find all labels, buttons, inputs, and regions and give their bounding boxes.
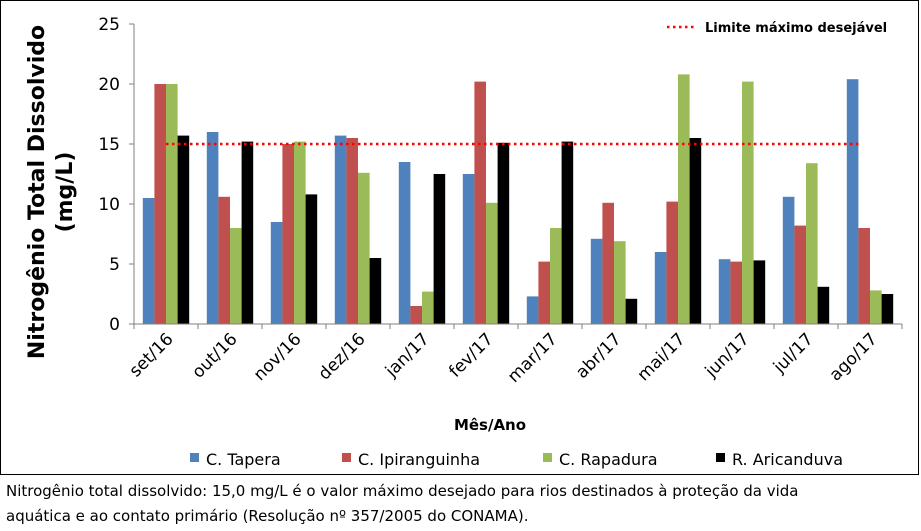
bar-c-tapera-5 — [462, 174, 475, 324]
x-tick-label: nov/16 — [250, 329, 306, 385]
x-tick-label: out/16 — [188, 329, 241, 382]
bar-r-aricanduva-8 — [689, 138, 702, 324]
limit-legend: Limite máximo desejável — [667, 21, 887, 36]
bar-c-rapadura-8 — [678, 74, 690, 325]
bar-c-tapera-0 — [142, 198, 155, 324]
legend-swatch — [342, 453, 351, 462]
bar-c-ipiranguinha-10 — [794, 225, 806, 324]
bar-c-rapadura-6 — [550, 228, 562, 324]
x-axis-ticks: set/16 out/16 nov/16 dez/16 jan/17 fev/17 mar/… — [126, 324, 903, 387]
y-axis-title: Nitrogênio Total Dissolvido (mg/L) — [25, 25, 78, 359]
bar-c-ipiranguinha-3 — [346, 138, 358, 324]
bar-c-tapera-11 — [846, 79, 859, 324]
legend-label: C. Ipiranguinha — [358, 450, 480, 469]
x-tick-label: ago/17 — [826, 329, 882, 385]
x-tick-label: dez/16 — [315, 329, 370, 384]
bar-c-ipiranguinha-11 — [858, 228, 870, 324]
bar-c-tapera-1 — [206, 132, 219, 324]
x-tick-label: mar/17 — [504, 329, 562, 387]
bar-c-rapadura-2 — [294, 141, 306, 324]
bar-c-tapera-3 — [334, 135, 347, 324]
caption-line-1: Nitrogênio total dissolvido: 15,0 mg/L é… — [6, 482, 799, 500]
bar-c-rapadura-0 — [166, 84, 178, 324]
bar-c-tapera-2 — [270, 222, 283, 324]
bar-c-ipiranguinha-8 — [666, 201, 678, 324]
bar-c-rapadura-3 — [358, 172, 370, 324]
y-axis-title-line2: (mg/L) — [53, 152, 78, 233]
bar-c-rapadura-9 — [742, 81, 754, 324]
bar-c-ipiranguinha-9 — [730, 261, 742, 324]
y-tick-label: 15 — [98, 135, 120, 155]
bar-r-aricanduva-2 — [305, 194, 318, 324]
bar-r-aricanduva-4 — [433, 174, 446, 324]
limit-legend-label: Limite máximo desejável — [705, 21, 887, 36]
y-tick-label: 20 — [98, 75, 120, 95]
x-tick-label: jan/17 — [381, 329, 434, 382]
y-tick-label: 0 — [109, 315, 120, 335]
bar-c-tapera-7 — [590, 238, 603, 324]
bar-c-ipiranguinha-6 — [538, 261, 550, 324]
bar-c-rapadura-4 — [422, 291, 434, 324]
legend-label: C. Tapera — [206, 450, 281, 469]
legend-swatch — [190, 453, 199, 462]
legend-swatch — [716, 453, 725, 462]
x-axis-title: Mês/Ano — [454, 416, 526, 434]
bar-c-ipiranguinha-0 — [154, 84, 166, 324]
bars — [142, 74, 894, 325]
bar-c-ipiranguinha-4 — [410, 306, 422, 324]
legend: C. Tapera C. Ipiranguinha C. Rapadura R. Ar… — [190, 450, 843, 469]
bar-c-ipiranguinha-2 — [282, 144, 294, 324]
legend-label: R. Aricanduva — [732, 450, 843, 469]
bar-c-rapadura-1 — [230, 228, 242, 324]
bar-c-rapadura-5 — [486, 202, 498, 324]
chart-frame — [0, 0, 919, 475]
legend-swatch — [543, 453, 552, 462]
y-tick-label: 25 — [98, 15, 120, 35]
caption: Nitrogênio total dissolvido: 15,0 mg/L é… — [6, 479, 911, 529]
bar-r-aricanduva-11 — [881, 294, 894, 324]
bar-c-ipiranguinha-5 — [474, 81, 486, 324]
x-tick-label: fev/17 — [445, 329, 497, 381]
bar-c-tapera-4 — [398, 162, 411, 324]
y-tick-label: 5 — [109, 255, 120, 275]
bar-c-ipiranguinha-1 — [218, 196, 230, 324]
x-tick-label: jul/17 — [769, 329, 818, 378]
bar-c-tapera-9 — [718, 259, 731, 324]
caption-line-2: aquática e ao contato primário (Resoluçã… — [6, 507, 529, 525]
bar-c-ipiranguinha-7 — [602, 202, 614, 324]
bar-c-tapera-10 — [782, 196, 795, 324]
legend-label: C. Rapadura — [559, 450, 658, 469]
bar-c-tapera-6 — [526, 296, 539, 324]
x-tick-label: set/16 — [126, 329, 178, 381]
bar-r-aricanduva-1 — [241, 141, 254, 324]
y-axis-ticks: 0 5 10 15 20 25 — [98, 15, 134, 335]
x-tick-label: mai/17 — [634, 329, 690, 385]
bar-chart: Nitrogênio Total Dissolvido (mg/L) 0 5 10 1… — [25, 15, 903, 469]
bar-r-aricanduva-5 — [497, 142, 510, 324]
bar-r-aricanduva-3 — [369, 258, 382, 324]
x-tick-label: abr/17 — [572, 329, 625, 382]
y-tick-label: 10 — [98, 195, 120, 215]
bar-c-rapadura-11 — [870, 290, 882, 324]
bar-r-aricanduva-6 — [561, 141, 574, 324]
bar-r-aricanduva-0 — [177, 135, 190, 324]
bar-r-aricanduva-7 — [625, 298, 638, 324]
bar-r-aricanduva-9 — [753, 260, 766, 324]
x-tick-label: jun/17 — [701, 329, 754, 382]
bar-c-rapadura-7 — [614, 241, 626, 324]
bar-r-aricanduva-10 — [817, 286, 830, 324]
y-axis-title-line1: Nitrogênio Total Dissolvido — [25, 25, 50, 359]
bar-c-rapadura-10 — [806, 163, 818, 324]
bar-c-tapera-8 — [654, 252, 667, 324]
